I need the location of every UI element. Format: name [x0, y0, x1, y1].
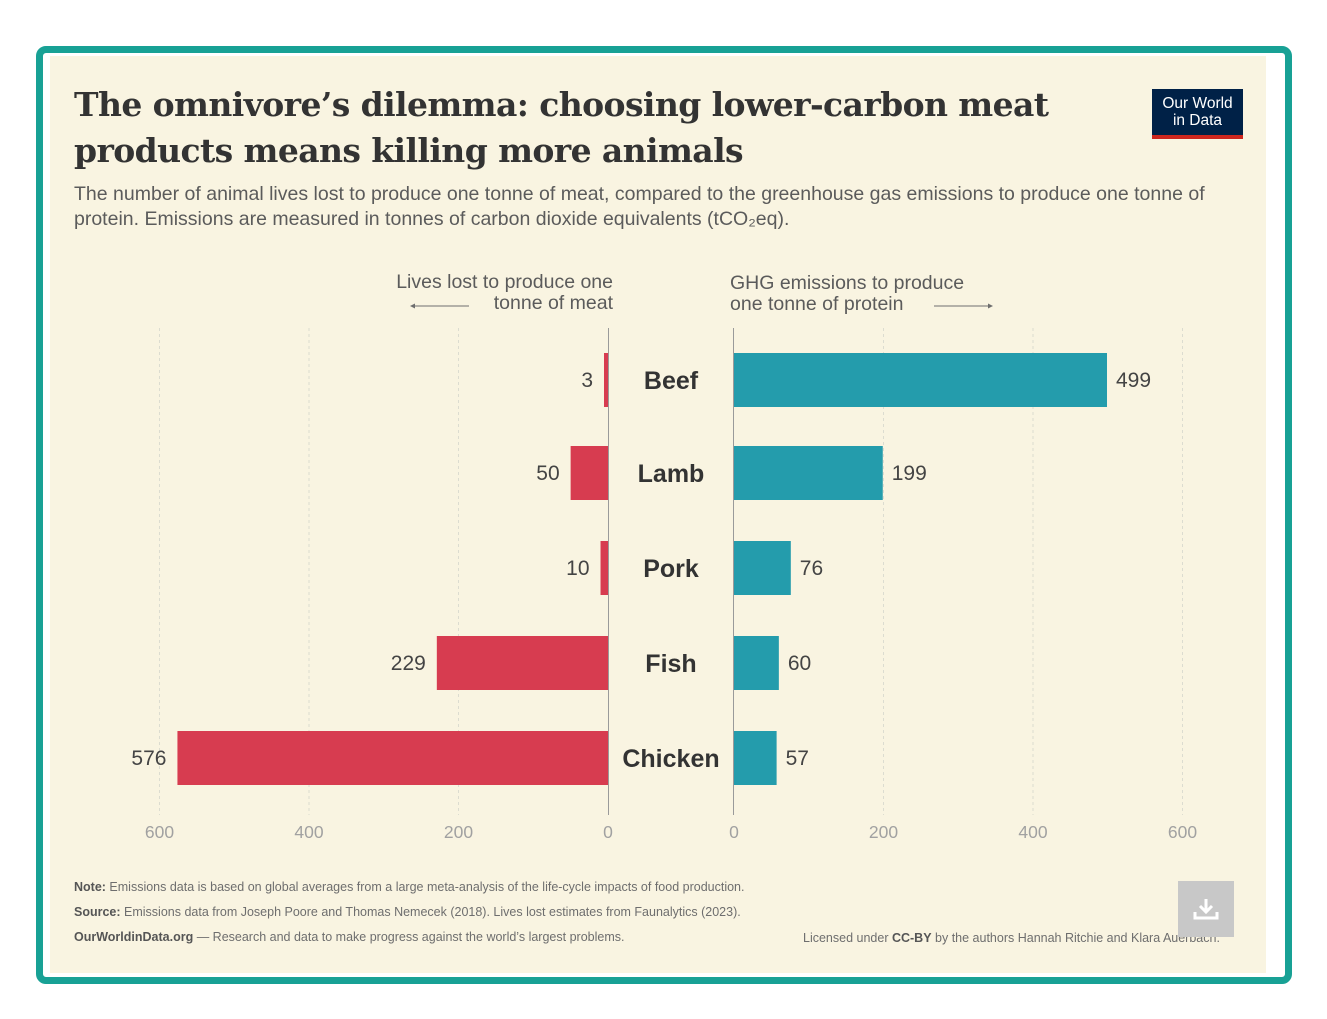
category-label-pork: Pork	[643, 555, 699, 583]
license-authors: by the authors Hannah Ritchie and Klara …	[931, 931, 1220, 945]
note-label: Note:	[74, 880, 106, 894]
lives-bar-beef	[604, 353, 608, 407]
lives-bar-pork	[600, 541, 608, 595]
lives-value-fish: 229	[391, 652, 426, 675]
right-tick-label: 400	[1018, 822, 1047, 842]
right-axis-title-line2: one tonne of protein	[730, 293, 903, 315]
ghg-value-lamb: 199	[892, 462, 927, 485]
right-value-labels: 499 199 76 60 57	[786, 369, 1151, 770]
chart-title: The omnivore’s dilemma: choosing lower-c…	[74, 85, 1049, 170]
left-axis-title-line1: Lives lost to produce one	[396, 271, 613, 293]
category-label-lamb: Lamb	[638, 460, 705, 488]
right-bars	[734, 353, 1108, 785]
footer-note: Note: Emissions data is based on global …	[74, 880, 744, 894]
license-prefix: Licensed under	[803, 931, 892, 945]
lives-value-chicken: 576	[131, 747, 166, 770]
lives-value-lamb: 50	[536, 462, 559, 485]
ghg-value-pork: 76	[800, 557, 823, 580]
category-label-chicken: Chicken	[622, 745, 719, 773]
footer-site: OurWorldinData.org — Research and data t…	[74, 930, 624, 944]
left-value-labels: 3 50 10 229 576	[131, 369, 593, 770]
left-tick-label: 200	[444, 822, 473, 842]
right-axis-title-line1: GHG emissions to produce	[730, 272, 964, 294]
left-tick-label: 600	[145, 822, 174, 842]
site-link[interactable]: OurWorldinData.org	[74, 930, 194, 944]
left-tick-label: 400	[294, 822, 323, 842]
left-tick-label: 0	[603, 822, 613, 842]
lives-value-pork: 10	[566, 557, 589, 580]
source-label: Source:	[74, 905, 121, 919]
lives-value-beef: 3	[581, 369, 593, 392]
ghg-value-fish: 60	[788, 652, 811, 675]
source-text: Emissions data from Joseph Poore and Tho…	[120, 905, 741, 919]
lives-bar-chicken	[177, 731, 608, 785]
right-axis-ticks: 0 200 400 600	[729, 822, 1197, 842]
ghg-value-beef: 499	[1116, 369, 1151, 392]
left-axis-title-line2: tonne of meat	[494, 292, 614, 314]
ghg-bar-lamb	[734, 446, 883, 500]
lives-bar-lamb	[570, 446, 608, 500]
right-arrow	[934, 303, 993, 309]
category-label-fish: Fish	[645, 650, 696, 678]
download-icon	[1193, 899, 1219, 920]
right-tick-label: 0	[729, 822, 739, 842]
right-tick-label: 200	[869, 822, 898, 842]
ghg-bar-pork	[734, 541, 791, 595]
note-text: Emissions data is based on global averag…	[105, 880, 745, 894]
owid-logo[interactable]: Our World in Data	[1152, 89, 1243, 139]
license-link[interactable]: CC-BY	[891, 931, 932, 945]
ghg-bar-fish	[734, 636, 779, 690]
left-bars	[177, 353, 608, 785]
lives-bar-fish	[436, 636, 608, 690]
category-labels: Beef Lamb Pork Fish Chicken	[622, 367, 719, 773]
ghg-value-chicken: 57	[786, 747, 809, 770]
category-label-beef: Beef	[644, 367, 699, 395]
footer-source: Source: Emissions data from Joseph Poore…	[74, 905, 741, 919]
chart-subtitle: The number of animal lives lost to produ…	[74, 183, 1205, 230]
download-button[interactable]	[1178, 881, 1234, 937]
ghg-bar-beef	[734, 353, 1108, 407]
chart-card	[50, 56, 1266, 973]
license-text: Licensed under CC-BY by the authors Hann…	[803, 931, 1220, 945]
site-tagline: — Research and data to make progress aga…	[193, 930, 625, 944]
logo-line-1: Our World	[1162, 95, 1233, 112]
left-arrow	[410, 303, 469, 309]
logo-line-2: in Data	[1172, 112, 1223, 129]
left-axis-ticks: 600 400 200 0	[145, 822, 613, 842]
ghg-bar-chicken	[734, 731, 777, 785]
right-tick-label: 600	[1168, 822, 1197, 842]
